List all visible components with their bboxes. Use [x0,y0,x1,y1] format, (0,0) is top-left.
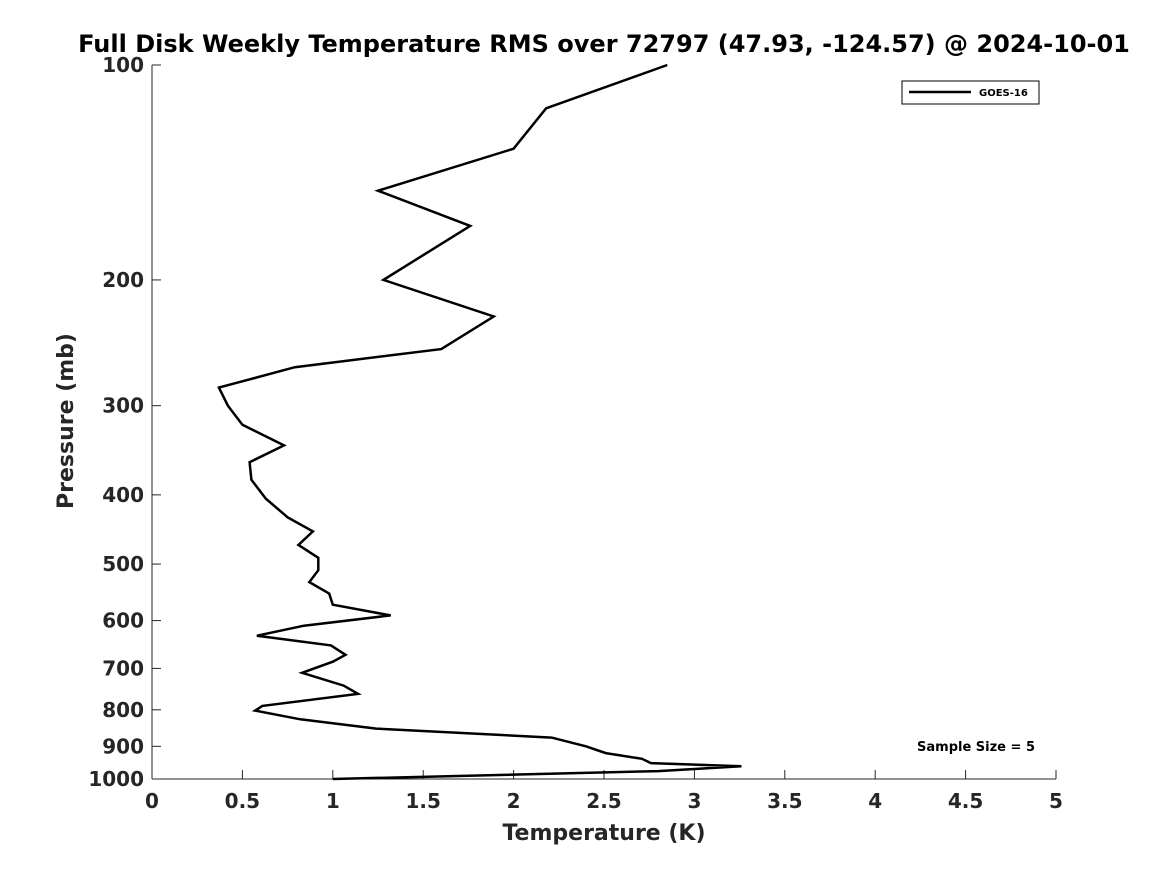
y-tick-label: 600 [102,609,144,633]
x-tick-label: 3 [687,789,701,813]
axis-ticks: 0 0.5 1 1.5 2 2.5 3 3.5 4 4.5 5 100 200 300 400 500 600 7… [88,53,1063,813]
y-tick-label: 400 [102,483,144,507]
y-axis-label: Pressure (mb) [54,333,79,509]
y-tick-label: 300 [102,394,144,418]
y-tick-label: 100 [102,53,144,77]
x-tick-label: 3.5 [767,789,802,813]
x-tick-label: 1 [326,789,340,813]
x-tick-label: 2 [507,789,521,813]
x-tick-label: 2.5 [586,789,621,813]
x-axis-label: Temperature (K) [502,821,705,846]
chart-title: Full Disk Weekly Temperature RMS over 72… [78,30,1130,58]
y-tick-label: 700 [102,656,144,680]
x-tick-label: 4.5 [948,789,983,813]
sample-size-annotation: Sample Size = 5 [917,740,1035,755]
x-tick-label: 0 [145,789,159,813]
x-tick-label: 5 [1049,789,1063,813]
x-tick-label: 4 [868,789,882,813]
series-layer [217,63,742,781]
y-tick-label: 500 [102,552,144,576]
x-tick-label: 1.5 [405,789,440,813]
legend: GOES-16 [901,80,1040,105]
y-tick-label: 800 [102,698,144,722]
series-line-goes-16 [217,63,742,781]
legend-entry-goes-16: GOES-16 [979,88,1028,99]
x-tick-label: 0.5 [225,789,260,813]
y-tick-label: 200 [102,268,144,292]
plot-axes [151,65,1056,780]
y-tick-label: 1000 [88,767,144,791]
y-tick-label: 900 [102,734,144,758]
